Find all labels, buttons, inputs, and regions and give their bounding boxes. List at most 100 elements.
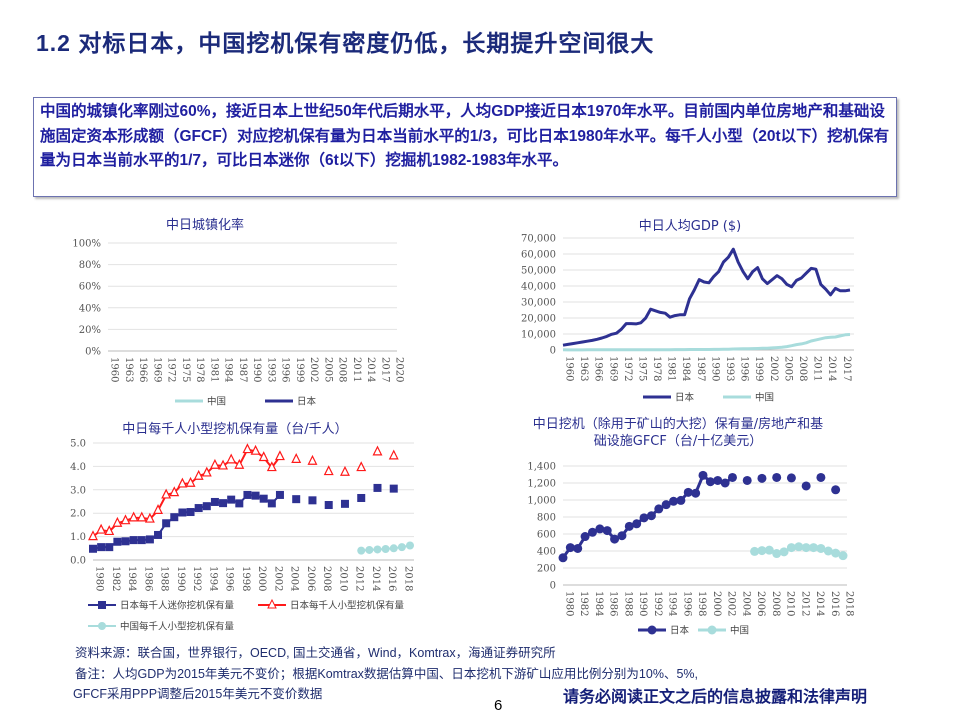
x-tick-label: 1990	[175, 566, 186, 591]
y-tick-label: 60%	[79, 282, 101, 293]
data-point-square	[186, 508, 195, 517]
data-point-triangle	[112, 516, 123, 527]
y-tick-label: 1,400	[527, 462, 556, 473]
x-tick-label: 1987	[695, 356, 706, 381]
data-point-circle	[565, 543, 575, 553]
data-point-circle	[683, 487, 693, 497]
y-tick-label: 4.0	[70, 462, 86, 473]
legend-label: 中国	[755, 392, 774, 404]
summary-box: 中国的城镇化率刚过60%，接近日本上世纪50年代后期水平，人均GDP接近日本19…	[33, 97, 897, 197]
y-tick-label: 40,000	[521, 282, 556, 293]
data-point-square	[162, 519, 171, 528]
data-point-square	[194, 504, 203, 513]
data-point-triangle	[209, 458, 220, 469]
disclaimer: 请务必阅读正文之后的信息披露和法律声明	[563, 687, 868, 706]
x-tick-label: 1982	[578, 591, 589, 616]
x-tick-label: 1981	[208, 357, 219, 382]
x-tick-label: 1996	[681, 591, 692, 616]
data-point-square	[308, 496, 317, 505]
data-point-circle	[831, 548, 841, 558]
x-tick-label: 1993	[724, 356, 735, 381]
x-tick-label: 1984	[593, 591, 604, 616]
data-point-triangle	[250, 444, 261, 455]
data-point-circle	[720, 478, 730, 488]
data-point-triangle	[388, 449, 399, 460]
y-tick-label: 400	[537, 547, 556, 558]
x-tick-label: 1960	[564, 356, 575, 381]
series-line-1	[562, 333, 851, 352]
x-tick-label: 2000	[256, 566, 267, 591]
x-tick-label: 2012	[354, 566, 365, 591]
x-tick-label: 1975	[636, 356, 647, 381]
x-tick-label: 1998	[240, 566, 251, 591]
y-tick-label: 0%	[85, 347, 101, 358]
x-tick-label: 1996	[224, 566, 235, 591]
data-point-circle	[397, 543, 406, 552]
data-point-circle	[705, 477, 715, 487]
x-tick-label: 1992	[652, 591, 663, 616]
data-point-circle	[580, 532, 590, 542]
x-tick-label: 1984	[223, 357, 234, 382]
data-point-circle	[357, 546, 366, 555]
data-point-triangle	[274, 450, 285, 461]
y-tick-label: 30,000	[521, 298, 556, 309]
data-point-circle	[646, 511, 656, 521]
x-tick-label: 1966	[137, 357, 148, 382]
legend-marker	[707, 625, 717, 635]
x-tick-label: 1999	[294, 357, 305, 382]
data-point-square	[235, 499, 244, 508]
data-point-triangle	[153, 504, 163, 514]
data-point-square	[210, 497, 219, 506]
data-point-triangle	[307, 454, 318, 465]
x-tick-label: 1969	[607, 356, 618, 381]
data-point-circle	[676, 495, 686, 505]
data-point-circle	[389, 544, 398, 553]
x-tick-label: 2006	[305, 566, 316, 591]
legend-label: 日本每千人小型挖机保有量	[290, 600, 405, 612]
data-point-triangle	[291, 453, 302, 463]
data-point-square	[292, 495, 301, 504]
x-tick-label: 2011	[812, 356, 823, 381]
chart-title: 中日人均GDP ($)	[639, 219, 741, 234]
data-point-circle	[587, 527, 597, 537]
small-excavator-per-thousand-chart: 中日每千人小型挖机保有量（台/千人） 0.0 1.0 2.0 3.0 4.0 5.0 1980…	[70, 421, 414, 633]
data-point-circle	[772, 549, 782, 559]
legend-marker	[267, 598, 277, 609]
x-tick-label: 2002	[726, 591, 737, 616]
x-tick-label: 2017	[841, 356, 852, 381]
y-tick-label: 40%	[79, 303, 101, 314]
x-tick-label: 2004	[289, 566, 300, 591]
data-point-circle	[750, 546, 760, 556]
x-tick-label: 1972	[622, 356, 633, 381]
data-point-triangle	[193, 469, 204, 480]
data-point-square	[129, 536, 138, 545]
chart-title: 中日每千人小型挖机保有量（台/千人）	[122, 421, 347, 437]
x-tick-label: 2016	[386, 566, 397, 591]
data-point-square	[340, 499, 349, 508]
data-point-square	[121, 537, 130, 546]
data-point-circle	[801, 481, 811, 491]
data-point-square	[389, 484, 398, 493]
x-tick-label: 2018	[402, 566, 413, 591]
x-tick-label: 1980	[94, 566, 105, 591]
data-point-triangle	[226, 453, 237, 464]
data-point-circle	[624, 521, 634, 531]
x-tick-label: 1998	[696, 591, 707, 616]
data-point-triangle	[323, 465, 334, 476]
legend-marker	[98, 601, 106, 609]
data-point-circle	[838, 551, 848, 561]
x-tick-label: 2005	[782, 356, 793, 381]
chart-title: 中日城镇化率	[166, 217, 244, 233]
data-point-circle	[831, 485, 841, 495]
data-point-triangle	[242, 443, 253, 454]
x-tick-label: 1996	[739, 356, 750, 381]
data-point-circle	[373, 545, 382, 554]
x-tick-label: 1982	[110, 566, 121, 591]
data-point-circle	[661, 500, 671, 510]
x-tick-label: 1994	[207, 566, 218, 591]
x-tick-label: 1981	[666, 356, 677, 381]
data-point-circle	[786, 543, 796, 553]
data-point-triangle	[177, 477, 188, 488]
